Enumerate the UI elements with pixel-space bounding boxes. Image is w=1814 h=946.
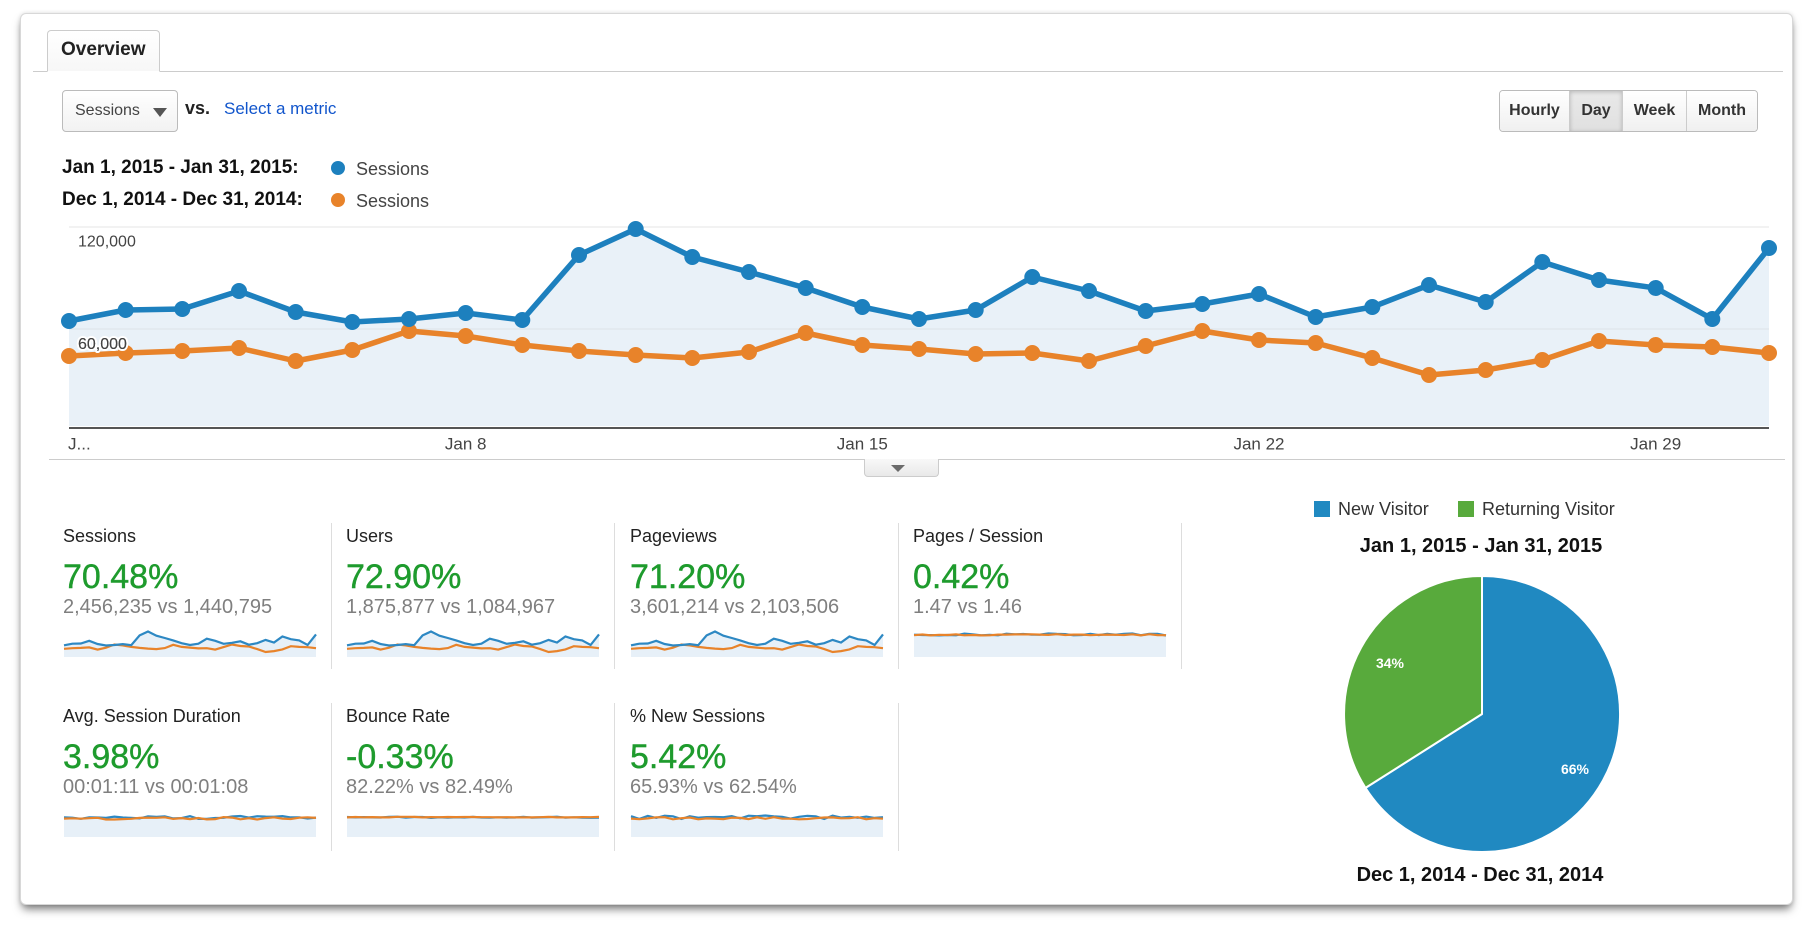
svg-text:J...: J... <box>68 435 91 454</box>
svg-text:Jan 15: Jan 15 <box>837 435 888 454</box>
svg-text:60,000: 60,000 <box>78 336 127 353</box>
svg-text:34%: 34% <box>1376 655 1405 671</box>
svg-text:120,000: 120,000 <box>78 234 136 251</box>
svg-text:60,000: 60,000 <box>78 336 127 353</box>
svg-text:Jan 22: Jan 22 <box>1233 435 1284 454</box>
svg-text:Jan 8: Jan 8 <box>445 435 487 454</box>
svg-text:66%: 66% <box>1561 761 1590 777</box>
svg-text:Jan 29: Jan 29 <box>1630 435 1681 454</box>
